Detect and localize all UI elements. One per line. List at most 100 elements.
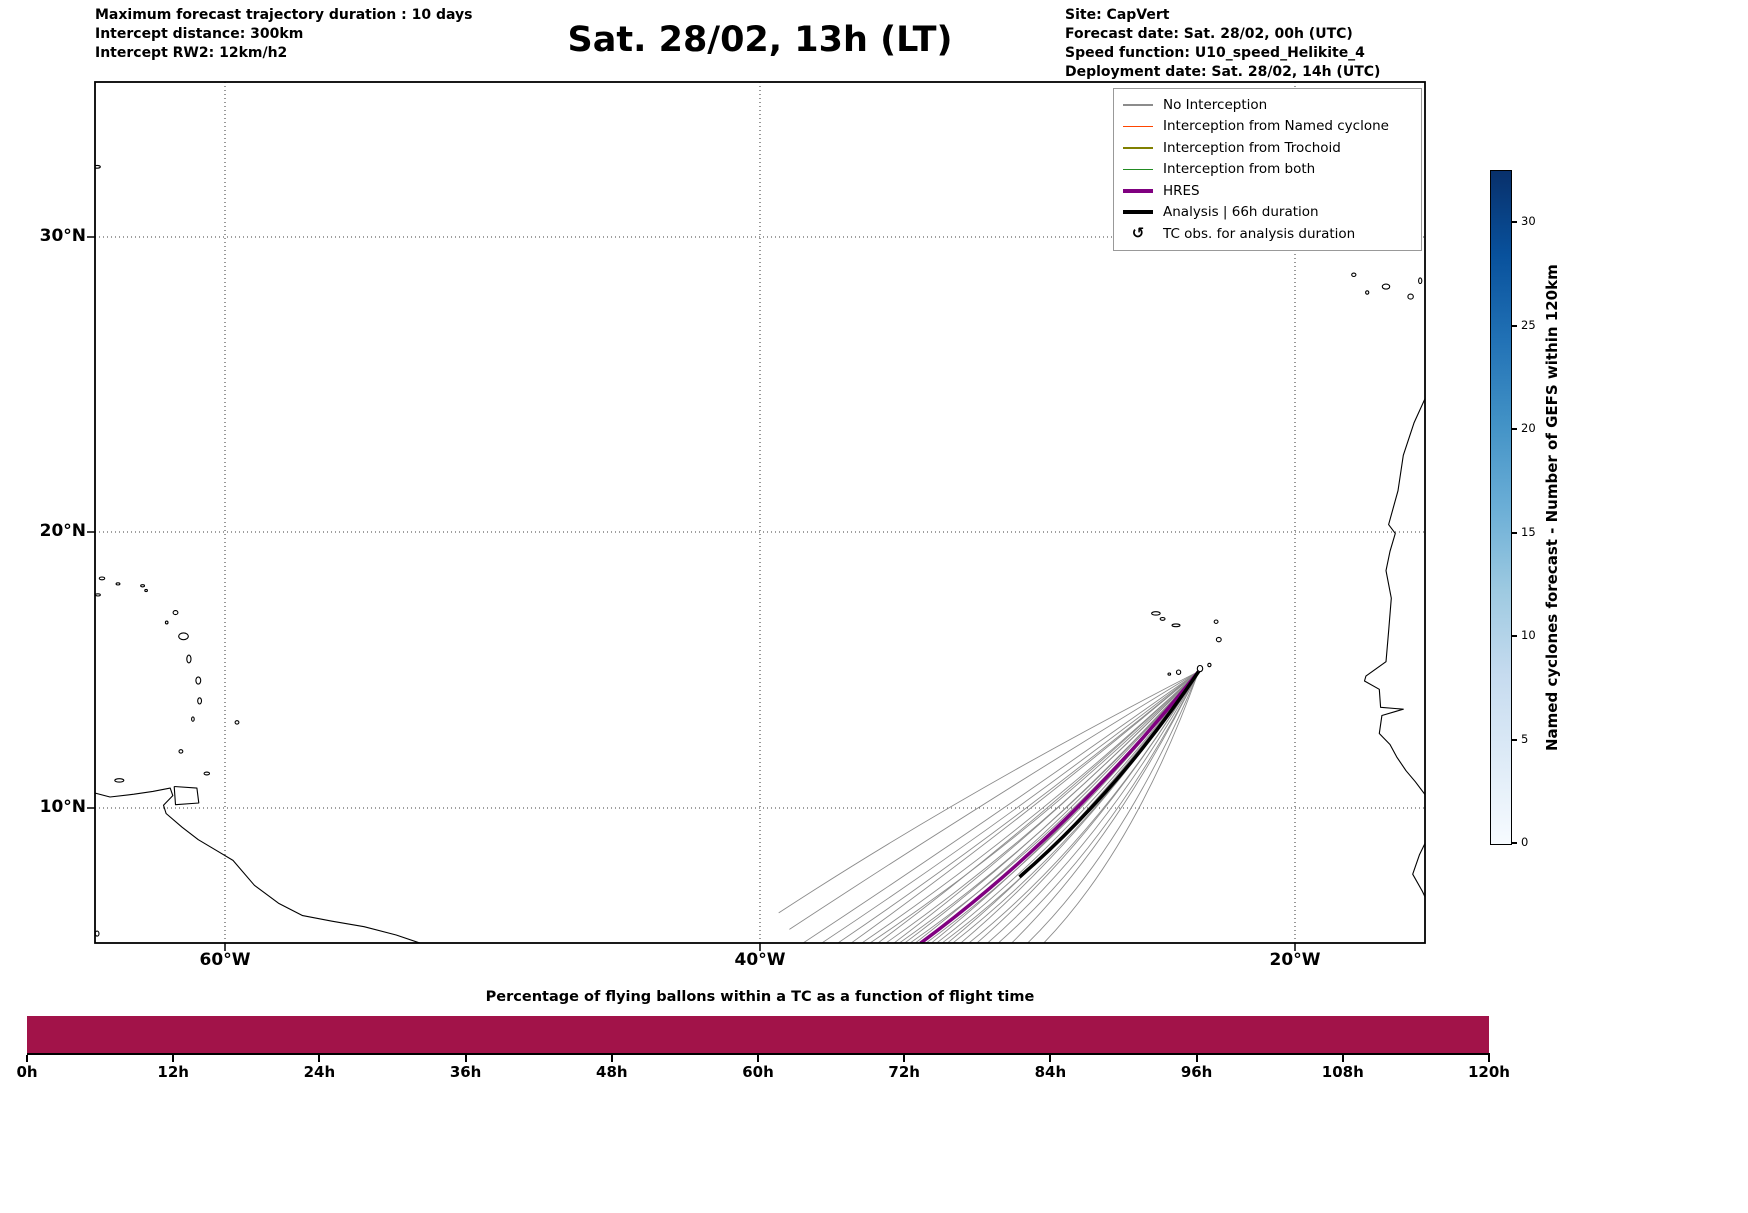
legend-item: HRES [1123, 180, 1412, 202]
ensemble-trajectory [904, 671, 1200, 943]
legend-line-sample [1123, 168, 1153, 170]
bottom-x-tick [903, 1055, 906, 1062]
legend-item: ↺ TC obs. for analysis duration [1123, 223, 1412, 245]
figure-title: Sat. 28/02, 13h (LT) [567, 20, 953, 60]
ensemble-trajectory [837, 671, 1199, 943]
map-legend: No Interception Interception from Named c… [1113, 88, 1422, 251]
map-content [95, 82, 1425, 943]
legend-item-label: Analysis | 66h duration [1163, 204, 1319, 221]
colorbar-tick [1512, 531, 1517, 534]
colorbar-tick-label: 15 [1521, 524, 1536, 539]
island [1418, 277, 1423, 285]
site-line: Site: CapVert [1065, 7, 1170, 23]
ensemble-trajectory [861, 671, 1200, 943]
legend-item: Analysis | 66h duration [1123, 202, 1412, 224]
legend-item: No Interception [1123, 94, 1412, 116]
island [178, 632, 189, 641]
bottom-x-tick-label: 0h [16, 1063, 38, 1081]
forecast-params: Maximum forecast trajectory duration : 1… [95, 6, 472, 63]
lat-tick-label: 10°N [39, 797, 86, 817]
param-line-rw2: Intercept RW2: 12km/h2 [95, 45, 288, 61]
legend-line-sample [1123, 188, 1153, 193]
colorbar-tick [1512, 635, 1517, 637]
colorbar-tick [1512, 738, 1517, 741]
colorbar-label: Named cyclones forecast - Number of GEFS… [1543, 264, 1561, 751]
legend-item: Interception from Trochoid [1123, 137, 1412, 159]
ensemble-trajectory [869, 671, 1200, 943]
legend-item: Interception from both [1123, 159, 1412, 181]
bottom-chart-title: Percentage of flying ballons within a TC… [485, 989, 1035, 1005]
ensemble-trajectory [976, 671, 1200, 943]
coastline [95, 787, 421, 943]
island [234, 720, 240, 725]
ensemble-trajectory [1043, 671, 1200, 943]
legend-item-label: No Interception [1163, 96, 1268, 113]
bottom-x-tick [1049, 1055, 1052, 1062]
legend-line-sample [1123, 104, 1153, 106]
bottom-x-tick [26, 1055, 28, 1062]
ensemble-trajectory [987, 671, 1200, 943]
island [191, 716, 195, 722]
bottom-x-tick [1341, 1055, 1344, 1062]
island [186, 654, 192, 664]
island [1196, 664, 1204, 673]
legend-line-sample [1123, 210, 1153, 215]
bottom-x-tick [172, 1055, 175, 1062]
island [1159, 616, 1166, 621]
island [144, 588, 148, 593]
island [1215, 636, 1222, 643]
bottom-x-tick-label: 72h [888, 1063, 920, 1081]
island [172, 610, 179, 616]
colorbar-tick-label: 20 [1521, 421, 1536, 435]
ensemble-trajectory [1027, 671, 1200, 943]
colorbar-tick-label: 0 [1521, 835, 1529, 849]
coastline [173, 785, 200, 806]
island [203, 771, 211, 776]
colorbar-tick [1512, 324, 1517, 327]
bottom-x-tick [464, 1055, 467, 1062]
island [115, 582, 121, 586]
ensemble-trajectory [778, 670, 1199, 914]
island [140, 584, 146, 588]
lon-tick-label: 20°W [1269, 950, 1321, 970]
bottom-x-tick-label: 60h [742, 1063, 774, 1081]
bottom-x-tick-label: 36h [449, 1063, 482, 1081]
map-panel [87, 81, 1426, 951]
island [98, 576, 106, 581]
bottom-x-tick [1195, 1055, 1198, 1062]
hres-trajectory [919, 670, 1201, 943]
legend-item-label: TC obs. for analysis duration [1163, 225, 1356, 242]
island [1207, 662, 1212, 668]
lat-tick-label: 20°N [39, 521, 86, 541]
island [1213, 619, 1219, 624]
legend-line-sample [1123, 147, 1153, 149]
island [1175, 669, 1182, 675]
bottom-x-tick-label: 24h [303, 1063, 336, 1081]
percentage-bar [27, 1016, 1489, 1053]
deployment-date-line: Deployment date: Sat. 28/02, 14h (UTC) [1065, 64, 1381, 80]
island [197, 697, 203, 705]
ensemble-trajectory [1011, 671, 1200, 943]
lon-tick-label: 60°W [199, 950, 251, 970]
lon-tick-label: 40°W [734, 950, 786, 970]
ensemble-trajectory [789, 671, 1199, 930]
bottom-x-tick-label: 48h [596, 1063, 628, 1081]
bottom-x-tick [610, 1055, 613, 1062]
island [1171, 623, 1181, 628]
bottom-x-tick [318, 1055, 321, 1062]
coastline [1363, 397, 1425, 899]
island [1381, 283, 1391, 290]
island [1151, 611, 1161, 616]
bottom-x-tick-label: 12h [157, 1063, 189, 1081]
legend-item-label: HRES [1163, 182, 1200, 199]
lat-tick-label: 30°N [39, 226, 86, 246]
bottom-x-tick [757, 1055, 759, 1062]
colorbar-tick-label: 5 [1521, 731, 1529, 746]
legend-item-label: Interception from Trochoid [1163, 139, 1341, 156]
island [178, 749, 184, 754]
analysis-trajectory [1018, 670, 1201, 879]
island [1167, 672, 1172, 676]
bottom-x-tick [1488, 1055, 1490, 1062]
site-info: Site: CapVert Forecast date: Sat. 28/02,… [1065, 6, 1380, 82]
